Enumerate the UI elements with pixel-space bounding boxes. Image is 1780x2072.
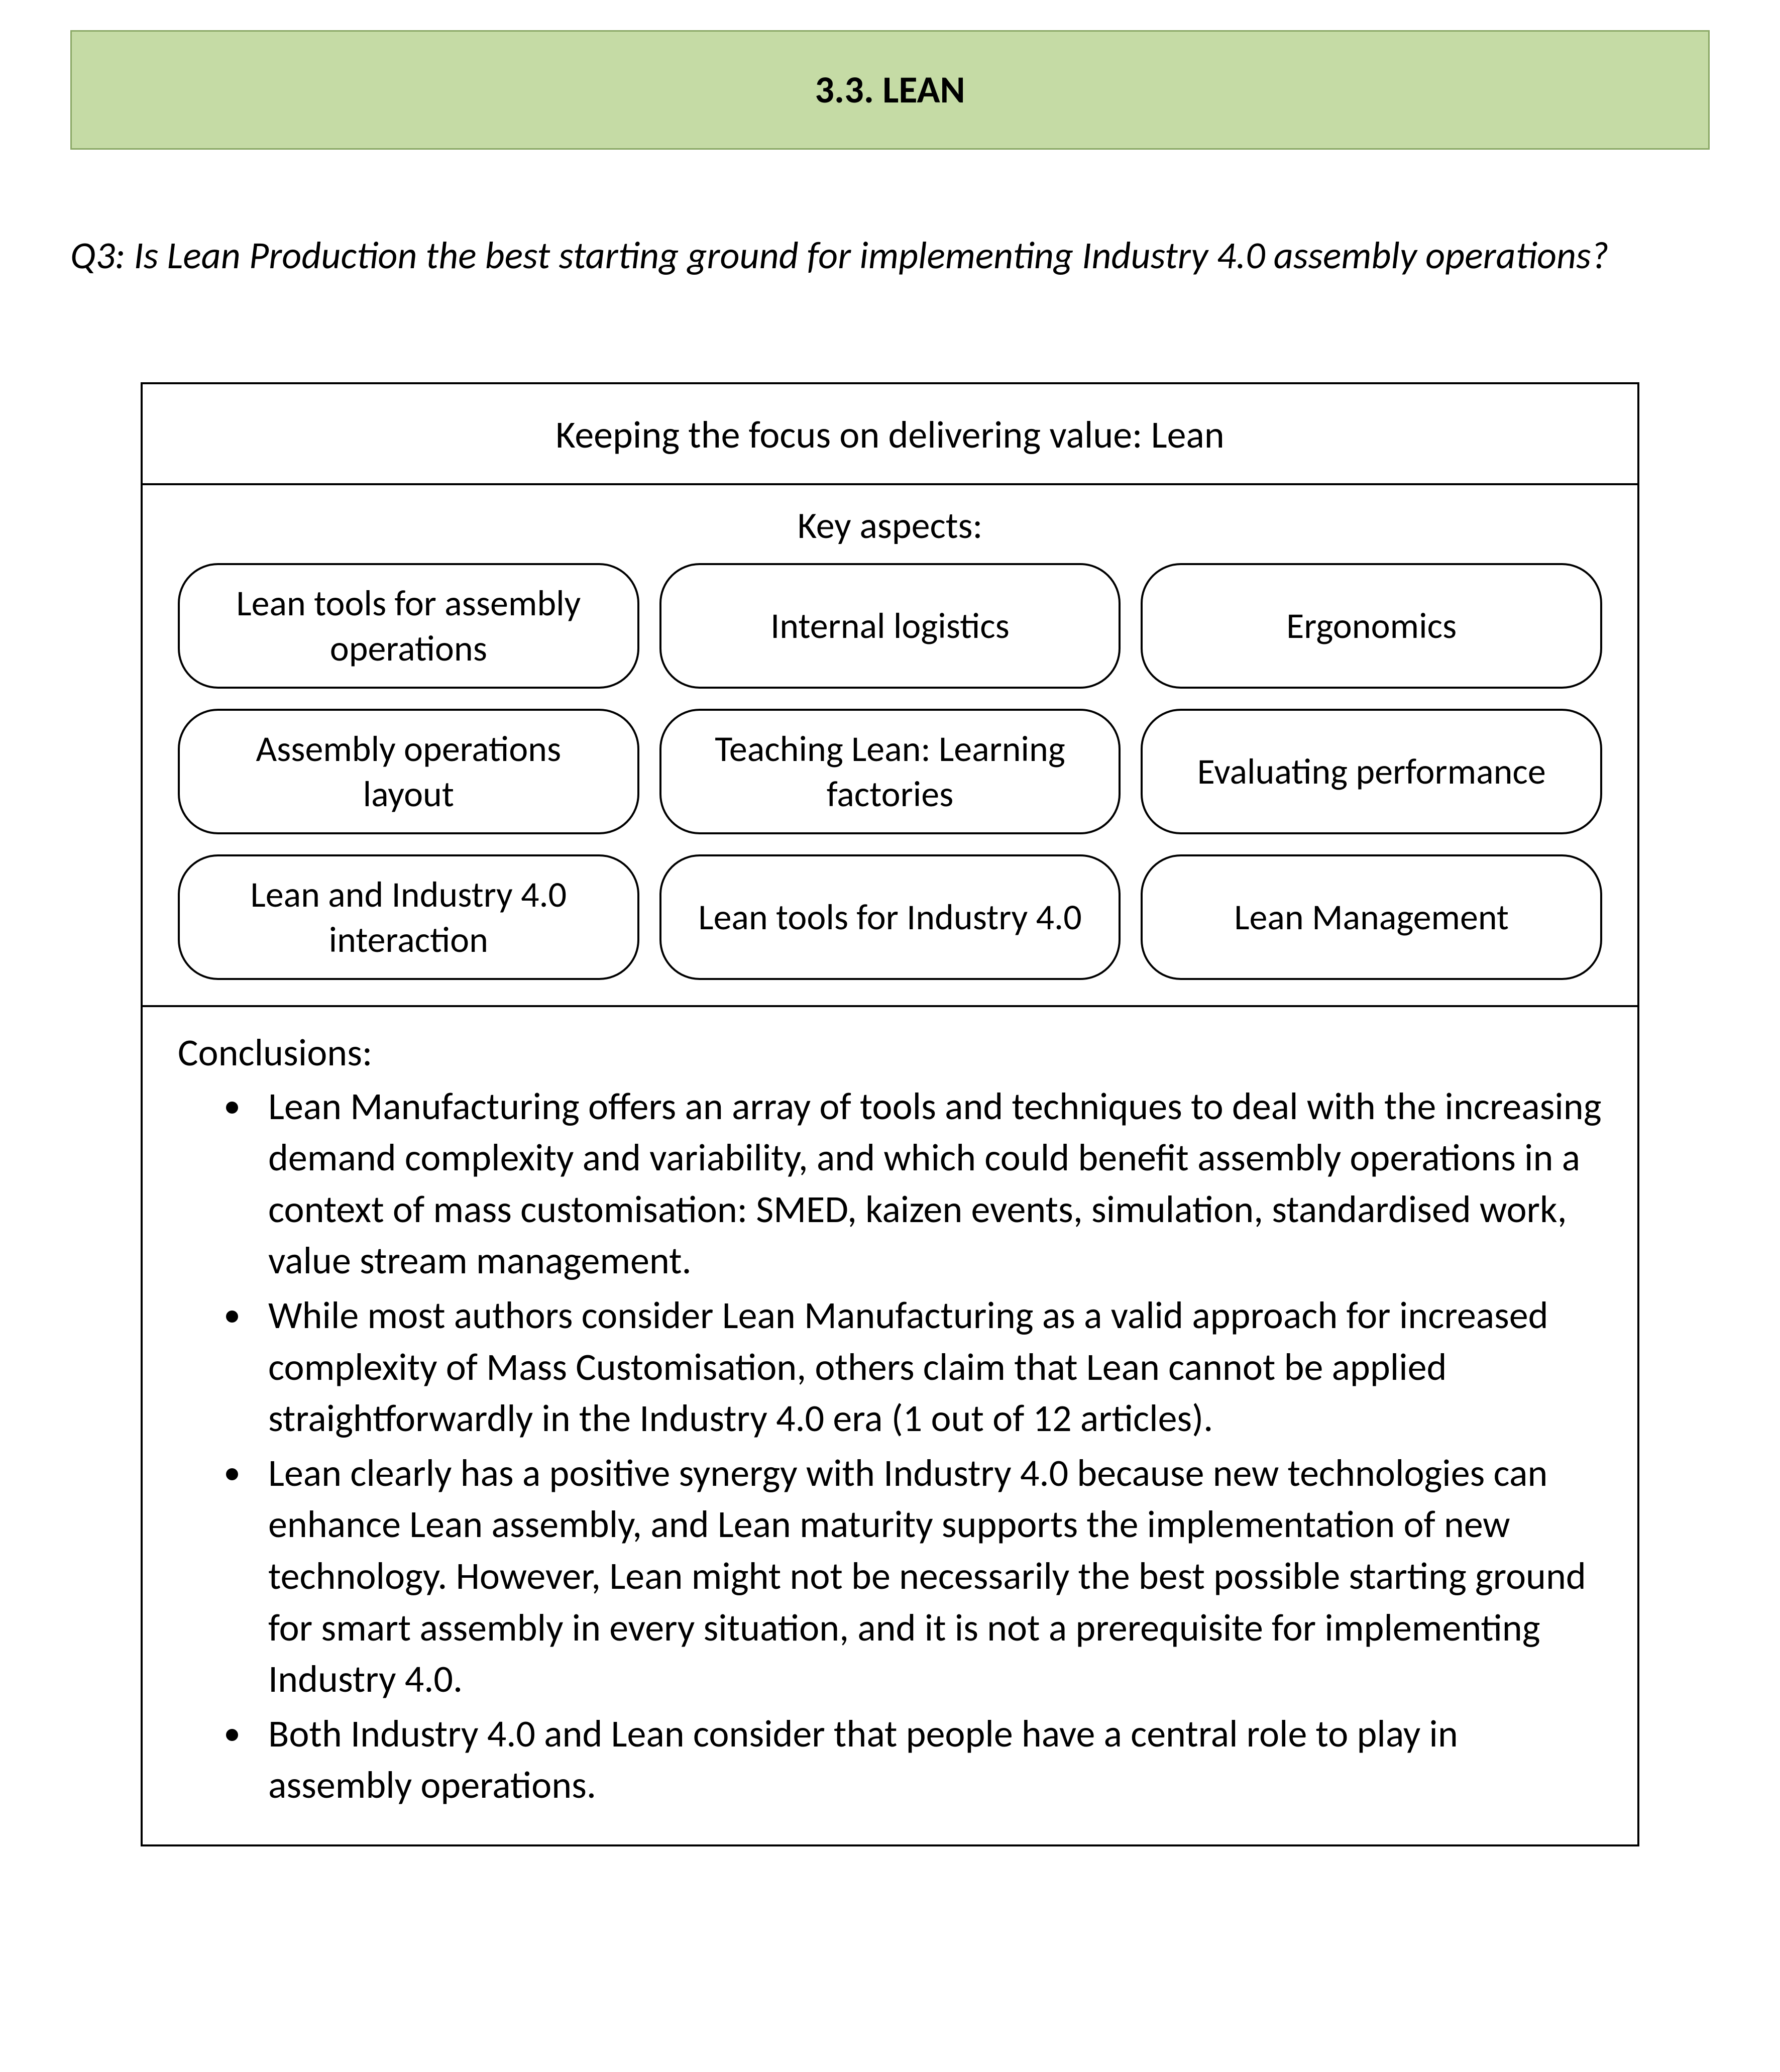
aspect-text: Lean Management bbox=[1234, 895, 1509, 940]
aspect-pill: Evaluating performance bbox=[1141, 709, 1602, 834]
aspect-pill: Lean tools for Industry 4.0 bbox=[659, 854, 1121, 980]
conclusion-item: Both Industry 4.0 and Lean consider that… bbox=[253, 1708, 1602, 1811]
conclusions-section: Conclusions: Lean Manufacturing offers a… bbox=[143, 1007, 1637, 1844]
conclusion-item: Lean Manufacturing offers an array of to… bbox=[253, 1081, 1602, 1287]
aspect-text: Evaluating performance bbox=[1197, 749, 1546, 794]
lean-diagram-container: Keeping the focus on delivering value: L… bbox=[141, 382, 1639, 1846]
aspect-pill: Lean Management bbox=[1141, 854, 1602, 980]
section-header-banner: 3.3. LEAN bbox=[70, 30, 1710, 150]
conclusion-item: While most authors consider Lean Manufac… bbox=[253, 1290, 1602, 1445]
conclusion-item: Lean clearly has a positive synergy with… bbox=[253, 1448, 1602, 1705]
aspect-text: Lean and Industry 4.0 interaction bbox=[210, 872, 607, 962]
aspect-text: Assembly operations layout bbox=[210, 726, 607, 817]
aspect-pill: Teaching Lean: Learning factories bbox=[659, 709, 1121, 834]
key-aspects-section: Key aspects: Lean tools for assembly ope… bbox=[143, 485, 1637, 1007]
diagram-title: Keeping the focus on delivering value: L… bbox=[143, 384, 1637, 485]
aspect-text: Ergonomics bbox=[1286, 603, 1457, 648]
aspect-text: Lean tools for Industry 4.0 bbox=[698, 895, 1081, 940]
aspect-pill: Ergonomics bbox=[1141, 563, 1602, 689]
aspect-pill: Lean and Industry 4.0 interaction bbox=[178, 854, 639, 980]
aspect-text: Internal logistics bbox=[770, 603, 1010, 648]
aspect-pill: Internal logistics bbox=[659, 563, 1121, 689]
conclusions-list: Lean Manufacturing offers an array of to… bbox=[178, 1081, 1602, 1811]
research-question: Q3: Is Lean Production the best starting… bbox=[70, 230, 1710, 282]
page: 3.3. LEAN Q3: Is Lean Production the bes… bbox=[0, 0, 1780, 1907]
aspect-text: Teaching Lean: Learning factories bbox=[692, 726, 1089, 817]
key-aspects-label: Key aspects: bbox=[143, 485, 1637, 563]
aspect-pill: Assembly operations layout bbox=[178, 709, 639, 834]
aspect-text: Lean tools for assembly operations bbox=[210, 581, 607, 671]
aspect-pill: Lean tools for assembly operations bbox=[178, 563, 639, 689]
conclusions-label: Conclusions: bbox=[178, 1030, 1602, 1076]
key-aspects-grid: Lean tools for assembly operations Inter… bbox=[143, 563, 1637, 980]
section-header-title: 3.3. LEAN bbox=[815, 67, 965, 113]
